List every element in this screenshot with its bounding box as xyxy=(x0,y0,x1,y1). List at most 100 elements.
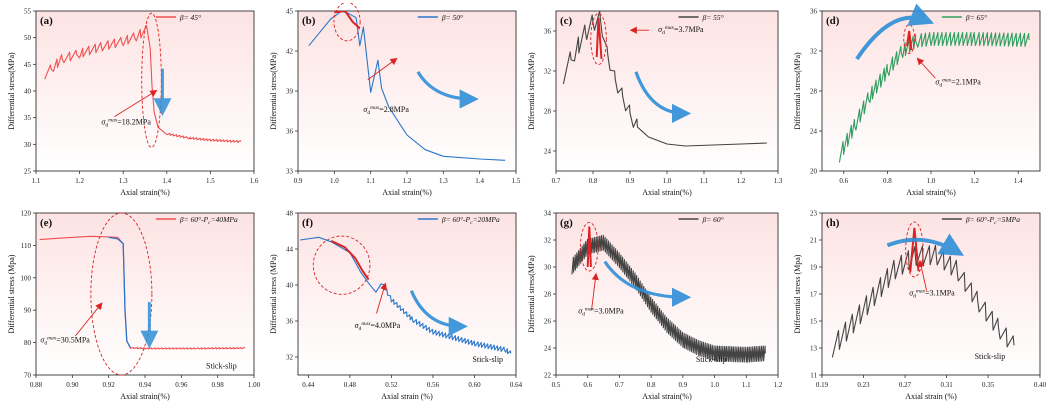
x-tick-label: 0.19 xyxy=(816,381,829,389)
max-stress-drop-annotation: σdmax=18.2MPa xyxy=(101,118,151,129)
plot-area xyxy=(308,11,506,161)
plot-area xyxy=(562,11,767,147)
stick-slip-label: Stick-slip xyxy=(696,355,727,364)
chart-f: 0.44 0.48 0.52 0.56 0.60 0.64 32 36 40 44 48 Axial … xyxy=(269,210,523,402)
y-tick-label: 36 xyxy=(810,8,818,16)
y-axis-label: Differential stress(MPa) xyxy=(7,52,16,130)
x-axis-label: Axial strain(%) xyxy=(120,188,170,197)
x-tick-label: 1.4 xyxy=(1014,177,1023,185)
annotation-value: =2.1MPa xyxy=(951,78,981,87)
y-tick-label: 19 xyxy=(810,264,818,272)
x-tick-label: 0.44 xyxy=(302,381,315,389)
x-tick-label: 0.31 xyxy=(940,381,953,389)
plot-background xyxy=(556,11,778,171)
annotation-symbol: σ xyxy=(658,25,663,34)
max-drop-highlight xyxy=(330,239,370,281)
highlight-ellipse xyxy=(905,221,924,278)
x-tick-label: 0.9 xyxy=(626,177,635,185)
plot-frame xyxy=(297,212,517,376)
annotation-value: =18.2MPa xyxy=(117,118,151,127)
x-tick-label: 1.1 xyxy=(742,381,751,389)
y-tick-label: 28 xyxy=(810,88,818,96)
stick-slip-label: Stick-slip xyxy=(206,362,237,371)
panel-label: (b) xyxy=(302,15,316,27)
annotation-sub: d xyxy=(44,341,47,347)
panel-label: (d) xyxy=(826,15,840,27)
y-tick-label: 34 xyxy=(544,210,552,218)
chart-e: 0.88 0.90 0.92 0.94 0.96 0.98 1.00 70 80 90 100 110… xyxy=(7,210,261,402)
highlight-ellipse xyxy=(579,222,599,272)
max-stress-drop-annotation: σdmax=3.0MPa xyxy=(578,306,624,317)
legend-tail: =20MPa xyxy=(473,215,500,224)
x-tick-label: 1.3 xyxy=(439,177,448,185)
y-tick-label: 32 xyxy=(810,48,818,56)
chart-b: 0.9 1.0 1.1 1.2 1.3 1.4 1.5 33 36 39 42 45 Axial str… xyxy=(269,3,521,197)
plot-frame xyxy=(35,10,255,172)
annotation-symbol: σ xyxy=(935,78,940,87)
plot-frame xyxy=(555,10,779,172)
x-axis-label: Axial strain(%) xyxy=(120,392,170,401)
x-tick-label: 1.4 xyxy=(162,177,171,185)
y-tick-label: 23 xyxy=(810,210,818,218)
legend-label: β= 55° xyxy=(702,13,724,22)
plot-area xyxy=(300,236,512,355)
flow-arrow xyxy=(634,71,692,123)
legend-label: β= 45° xyxy=(179,13,201,22)
max-drop-highlight xyxy=(909,227,920,273)
x-tick-label: 1.0 xyxy=(710,381,719,389)
annotation-sub: d xyxy=(913,294,916,300)
plot-frame xyxy=(297,10,517,172)
callout-arrow xyxy=(591,272,599,311)
callout-arrow xyxy=(114,90,158,117)
flow-arrow xyxy=(416,70,479,109)
annotation-value: =2.8MPa xyxy=(379,105,409,114)
legend-main: β= 60°-P xyxy=(965,215,995,224)
chart-d: 0.6 0.8 1.0 1.2 1.4 20 24 28 32 36 Axial strain(%)… xyxy=(793,3,1041,197)
x-tick-label: 1.6 xyxy=(250,177,259,185)
plot-frame xyxy=(35,212,255,376)
x-tick-label: 0.6 xyxy=(839,177,848,185)
y-tick-label: 28 xyxy=(544,108,552,116)
callout-arrow xyxy=(376,282,388,314)
highlight-ellipse xyxy=(333,3,361,42)
annotation-sup: max xyxy=(108,118,118,124)
legend-sub: c xyxy=(994,220,997,226)
plot-background xyxy=(298,11,516,171)
x-tick-label: 1.3 xyxy=(774,177,783,185)
y-tick-label: 11 xyxy=(810,372,817,380)
x-tick-label: 1.2 xyxy=(970,177,979,185)
x-tick-label: 0.96 xyxy=(175,381,188,389)
y-tick-label: 40 xyxy=(24,88,32,96)
series-line xyxy=(308,11,506,161)
annotation-sup: max xyxy=(585,306,595,312)
x-tick-label: 0.23 xyxy=(857,381,870,389)
x-tick-label: 0.8 xyxy=(647,381,656,389)
x-tick-label: 0.56 xyxy=(427,381,440,389)
flow-arrow xyxy=(886,233,965,256)
y-tick-label: 50 xyxy=(24,34,32,42)
x-tick-label: 1.0 xyxy=(927,177,936,185)
panel-label: (g) xyxy=(560,217,573,229)
chart-g: 0.5 0.6 0.7 0.8 0.9 1.0 1.1 1.2 22 24 26 28 30 32 34 Ax… xyxy=(527,210,783,402)
y-tick-label: 32 xyxy=(544,68,552,76)
annotation-sup: max xyxy=(665,25,675,31)
x-tick-label: 0.94 xyxy=(139,381,152,389)
panel-label: (a) xyxy=(40,15,53,27)
legend-sub: c xyxy=(470,220,473,226)
series-line xyxy=(44,24,242,143)
y-tick-label: 70 xyxy=(24,372,32,380)
annotation-value: =30.5MPa xyxy=(56,336,90,345)
y-tick-label: 39 xyxy=(286,88,294,96)
y-tick-label: 42 xyxy=(286,48,294,56)
y-axis-label: Differential stress (MPa) xyxy=(269,254,278,334)
panel-label: (c) xyxy=(560,15,573,27)
callout-arrow xyxy=(917,259,928,291)
legend-tail: =40MPa xyxy=(211,215,238,224)
y-tick-label: 13 xyxy=(810,345,818,353)
y-axis-label: Differential stress(MPa) xyxy=(793,52,802,130)
x-tick-label: 1.1 xyxy=(366,177,375,185)
highlight-ellipse xyxy=(903,24,916,54)
x-tick-label: 1.1 xyxy=(32,177,41,185)
callout-arrow xyxy=(367,57,398,81)
